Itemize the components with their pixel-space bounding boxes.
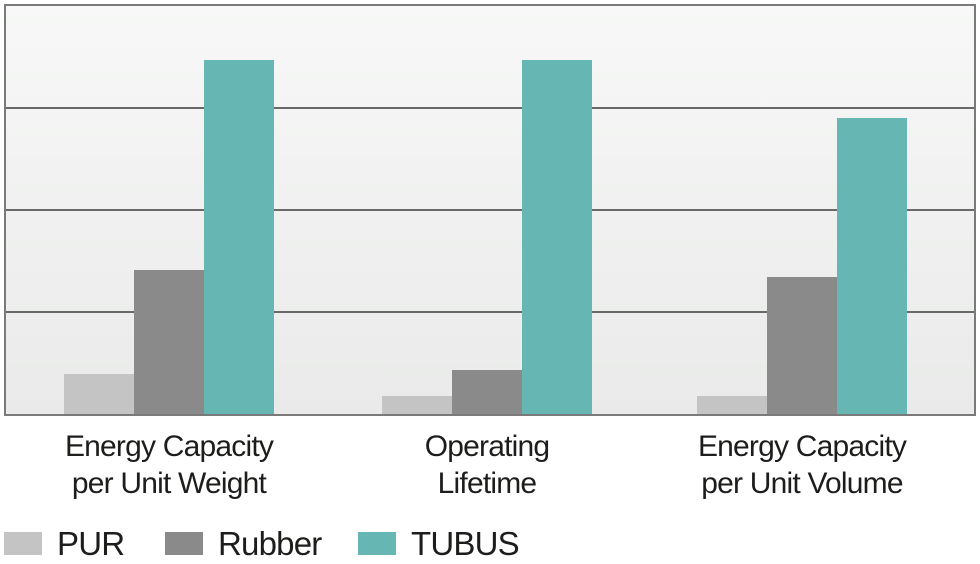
category-label-line: per Unit Volume	[701, 467, 903, 500]
legend-label: TUBUS	[411, 525, 520, 562]
bar-pur	[382, 396, 452, 414]
bar-pur	[697, 396, 767, 414]
legend-label: Rubber	[218, 525, 322, 562]
legend-swatch-tubus	[358, 532, 396, 555]
legend-swatch-pur	[4, 532, 42, 555]
category-label: Energy Capacity per Unit Weight	[64, 428, 274, 502]
category-label: Energy Capacity per Unit Volume	[697, 428, 907, 502]
category-label-line: Energy Capacity	[697, 430, 907, 463]
legend-label: PUR	[57, 525, 125, 562]
bar-group-2	[382, 6, 592, 414]
gridline	[6, 311, 974, 313]
bar-tubus	[204, 60, 274, 414]
category-label-line: Energy Capacity	[64, 430, 274, 463]
bar-group-1	[64, 6, 274, 414]
gridline	[6, 209, 974, 211]
category-label: Operating Lifetime	[425, 428, 550, 502]
legend-item-rubber: Rubber	[165, 525, 322, 562]
gridline	[6, 107, 974, 109]
category-label-line: per Unit Weight	[71, 467, 267, 500]
legend-swatch-rubber	[165, 532, 203, 555]
bar-rubber	[134, 269, 204, 414]
bar-rubber	[452, 369, 522, 414]
bar-pur	[64, 374, 134, 414]
bar-group-3	[697, 6, 907, 414]
bar-tubus	[522, 60, 592, 414]
category-label-line: Operating	[424, 430, 550, 463]
plot-area	[4, 4, 976, 416]
legend-item-pur: PUR	[4, 525, 125, 562]
bar-rubber	[767, 277, 837, 414]
legend-item-tubus: TUBUS	[358, 525, 520, 562]
bar-tubus	[837, 118, 907, 414]
category-label-line: Lifetime	[437, 467, 537, 500]
